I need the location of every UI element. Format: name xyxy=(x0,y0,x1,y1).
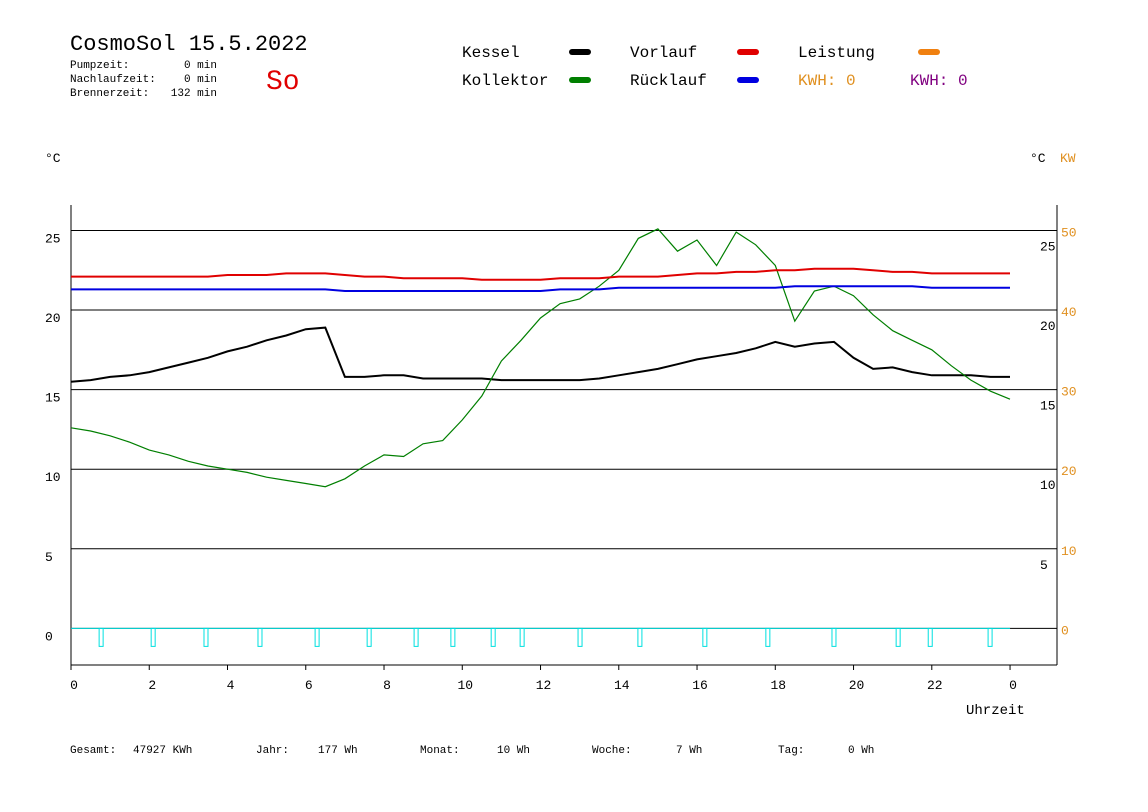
footer-label: Gesamt: xyxy=(70,745,116,757)
stat-label: Nachlaufzeit: xyxy=(70,74,156,86)
x-tick-label: 10 xyxy=(457,678,473,693)
y2-axis-label: KW xyxy=(1060,151,1076,166)
pulse xyxy=(895,627,901,647)
y2-tick-label: 40 xyxy=(1061,305,1077,320)
pulse xyxy=(637,627,643,647)
legend-label: Leistung xyxy=(798,44,875,62)
x-tick-label: 0 xyxy=(70,678,78,693)
legend-label: Rücklauf xyxy=(630,72,707,90)
y-tick-label-right: 15 xyxy=(1040,399,1056,414)
stat-value: 132 min xyxy=(171,88,217,100)
pulse xyxy=(702,627,708,647)
pulse xyxy=(413,627,419,647)
y-tick-label: 10 xyxy=(45,470,61,485)
pulse xyxy=(765,627,771,647)
annotation: KWH: 0 xyxy=(798,72,856,90)
pulse xyxy=(450,627,456,647)
pulse xyxy=(203,627,209,647)
pulse xyxy=(150,627,156,647)
stat-label: Brennerzeit: xyxy=(70,88,149,100)
y2-tick-label: 10 xyxy=(1061,544,1077,559)
x-tick-label: 8 xyxy=(383,678,391,693)
pulse xyxy=(490,627,496,647)
x-tick-label: 2 xyxy=(148,678,156,693)
pulse xyxy=(987,627,993,647)
y2-tick-label: 50 xyxy=(1061,225,1077,240)
footer-label: Tag: xyxy=(778,745,804,757)
footer-value: 7 Wh xyxy=(676,745,702,757)
x-tick-label: 6 xyxy=(305,678,313,693)
footer-label: Woche: xyxy=(592,745,632,757)
legend-label: Kollektor xyxy=(462,72,548,90)
x-axis-label: Uhrzeit xyxy=(966,703,1025,719)
footer-value: 10 Wh xyxy=(497,745,530,757)
y-tick-label-right: 20 xyxy=(1040,319,1056,334)
legend-label: Kessel xyxy=(462,44,520,62)
y-axis-label: °C xyxy=(45,151,61,166)
x-tick-label: 16 xyxy=(692,678,708,693)
y-tick-label-right: 5 xyxy=(1040,558,1048,573)
series-line xyxy=(71,267,1010,281)
pulse xyxy=(831,627,837,647)
y-tick-label: 5 xyxy=(45,550,53,565)
y-tick-label: 15 xyxy=(45,391,61,406)
pulse xyxy=(257,627,263,647)
y-tick-label-right: 25 xyxy=(1040,239,1056,254)
legend-label: Vorlauf xyxy=(630,44,697,62)
stat-label: Pumpzeit: xyxy=(70,60,129,72)
y-tick-label-right: 10 xyxy=(1040,478,1056,493)
pulse xyxy=(577,627,583,647)
x-tick-label: 0 xyxy=(1009,678,1017,693)
x-tick-label: 4 xyxy=(227,678,235,693)
stat-value: 0 min xyxy=(184,74,217,86)
footer-label: Monat: xyxy=(420,745,460,757)
y2-tick-label: 20 xyxy=(1061,464,1077,479)
title: CosmoSol 15.5.2022 xyxy=(70,32,308,57)
pulse xyxy=(366,627,372,647)
stat-value: 0 min xyxy=(184,60,217,72)
y-tick-label: 0 xyxy=(45,629,53,644)
x-tick-label: 20 xyxy=(849,678,865,693)
annotation: KWH: 0 xyxy=(910,72,968,90)
footer-value: 47927 KWh xyxy=(133,745,192,757)
pulse xyxy=(98,627,104,647)
series-line xyxy=(70,326,1010,383)
series-line xyxy=(71,285,1010,292)
x-tick-label: 14 xyxy=(614,678,630,693)
day: So xyxy=(266,67,300,98)
y-tick-label: 20 xyxy=(45,311,61,326)
x-tick-label: 12 xyxy=(536,678,552,693)
footer-value: 0 Wh xyxy=(848,745,874,757)
footer-value: 177 Wh xyxy=(318,745,358,757)
pulse xyxy=(314,627,320,647)
x-tick-label: 22 xyxy=(927,678,943,693)
y-tick-label: 25 xyxy=(45,231,61,246)
pulse xyxy=(519,627,525,647)
pulse xyxy=(927,627,933,647)
y2-tick-label: 30 xyxy=(1061,385,1077,400)
footer-label: Jahr: xyxy=(256,745,289,757)
series-line xyxy=(70,228,1011,488)
y2-tick-label: 0 xyxy=(1061,623,1069,638)
x-tick-label: 18 xyxy=(770,678,786,693)
y-axis-label-right: °C xyxy=(1030,151,1046,166)
